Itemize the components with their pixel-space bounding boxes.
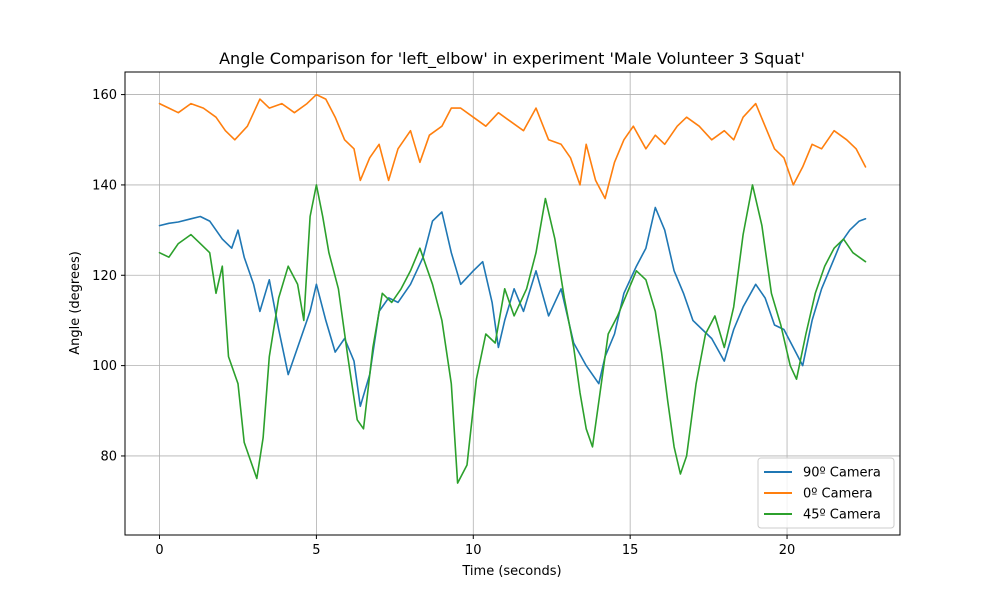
grid [125, 72, 900, 535]
series-lines [158, 93, 867, 484]
y-tick-label: 100 [92, 359, 117, 374]
legend-label: 90º Camera [803, 466, 881, 481]
axis-ticks: 0 5 10 15 20 80 100 120 140 160 [92, 88, 795, 558]
series-line-3 [158, 184, 867, 484]
y-tick-label: 160 [92, 88, 117, 103]
y-tick-label: 80 [100, 449, 117, 464]
x-tick-label: 0 [155, 543, 163, 558]
x-tick-label: 5 [312, 543, 320, 558]
x-tick-label: 15 [622, 543, 639, 558]
legend-label: 45º Camera [803, 508, 881, 523]
x-tick-label: 20 [779, 543, 796, 558]
series-line-2 [158, 93, 867, 200]
legend: 90º Camera 0º Camera 45º Camera [757, 457, 895, 529]
series-line-1 [158, 206, 867, 408]
legend-box [757, 457, 895, 529]
y-tick-label: 120 [92, 269, 117, 284]
x-axis-label: Time (seconds) [461, 564, 561, 579]
x-tick-label: 10 [465, 543, 482, 558]
y-axis-label: Angle (degrees) [68, 251, 83, 355]
y-tick-label: 140 [92, 178, 117, 193]
chart-title: Angle Comparison for 'left_elbow' in exp… [219, 49, 805, 69]
plot-frame [124, 71, 901, 536]
legend-label: 0º Camera [803, 487, 873, 502]
